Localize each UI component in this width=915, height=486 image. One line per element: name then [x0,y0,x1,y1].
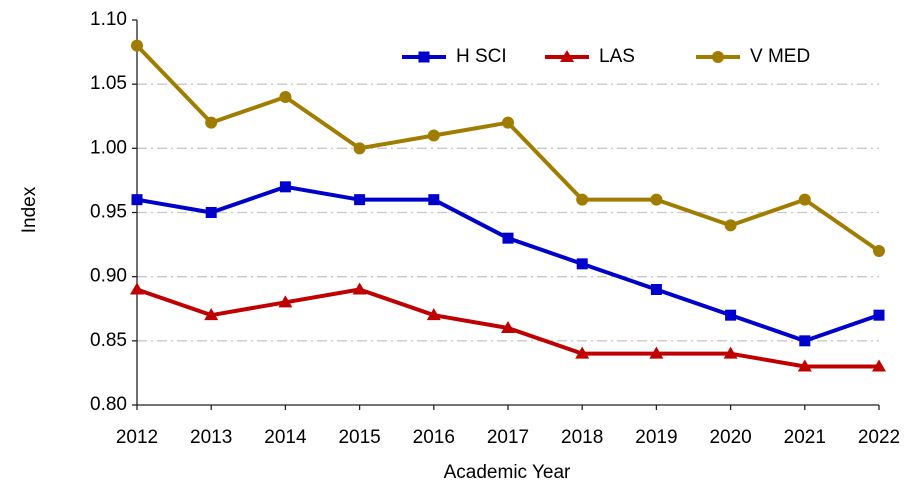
legend-marker [712,51,724,63]
legend-label: LAS [599,46,635,67]
data-point [799,335,811,347]
y-tick-label: 0.95 [90,202,127,223]
data-point [501,321,515,333]
y-tick-label: 0.85 [90,330,127,351]
y-tick-label: 0.90 [90,266,127,287]
legend-label: V MED [750,46,810,67]
y-tick-label: 1.00 [90,137,127,158]
data-point [131,194,143,206]
data-point [204,308,219,321]
y-tick-label: 0.80 [90,394,127,415]
data-point [352,282,367,295]
x-tick-label: 2020 [709,427,751,448]
series-line [136,184,880,343]
x-axis-label: Academic Year [444,462,571,483]
data-point [576,193,589,206]
data-point [724,219,737,232]
data-point [279,91,292,103]
data-point [426,308,441,321]
data-point [798,193,811,206]
data-point [797,359,812,372]
x-tick-label: 2021 [784,427,826,448]
x-tick-label: 2018 [561,427,603,448]
data-point [650,284,662,295]
x-tick-label: 2019 [635,427,677,448]
data-point [278,295,293,308]
data-point [130,282,144,295]
legend-label: H SCI [456,46,507,67]
y-tick-label: 1.05 [90,73,127,94]
data-point [205,116,218,129]
legend-marker [560,50,574,62]
data-point [576,258,588,270]
data-point [205,207,217,218]
x-tick-label: 2016 [413,427,455,448]
data-point [575,346,590,359]
x-tick-label: 2022 [858,427,900,448]
data-point [502,232,514,244]
data-point [353,142,366,155]
data-point [650,193,663,206]
y-axis-label: Index [19,186,40,233]
x-tick-label: 2013 [190,427,232,448]
data-point [873,245,885,257]
x-tick-label: 2015 [338,427,380,448]
data-point [872,359,886,372]
data-point [428,194,440,206]
x-tick-label: 2014 [264,427,307,448]
data-point [502,116,514,129]
series-line [135,44,881,253]
data-point [131,39,143,52]
data-point [873,309,885,321]
data-point [725,309,737,321]
data-point [427,129,440,142]
legend-marker [418,51,430,63]
data-point [354,194,366,206]
x-tick-label: 2012 [116,427,158,448]
data-point [649,346,664,359]
y-tick-label: 1.10 [90,9,127,30]
data-point [279,181,291,193]
x-tick-label: 2017 [487,427,529,448]
data-point [723,346,738,359]
